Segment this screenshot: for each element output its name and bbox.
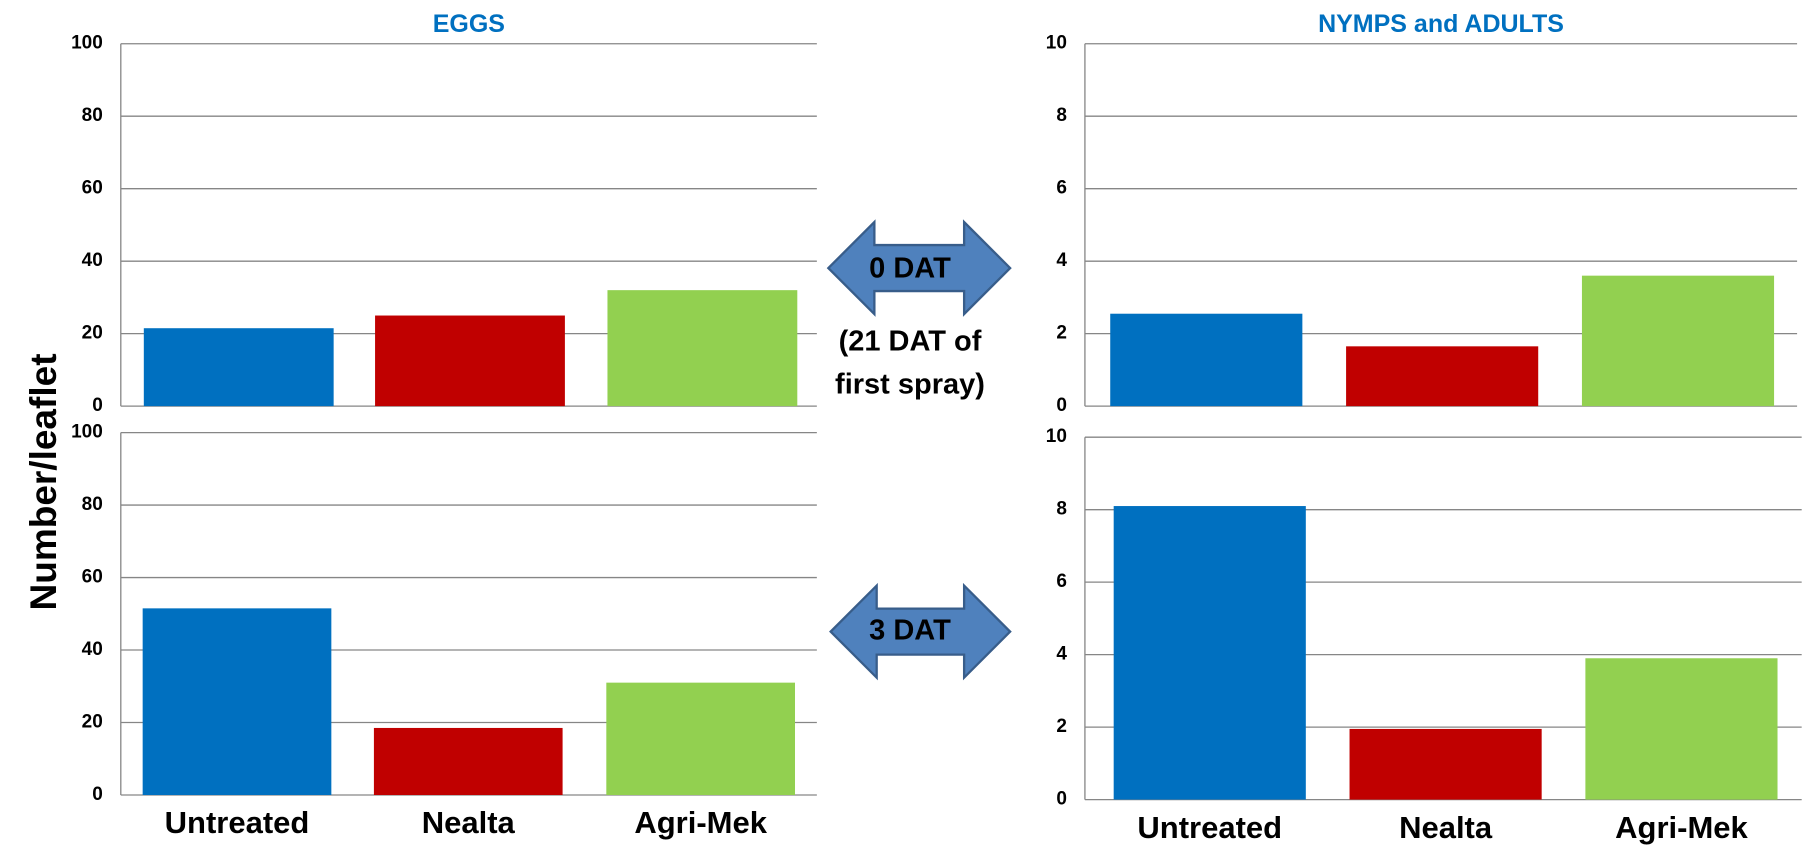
y-tick-label: 0 (92, 395, 103, 416)
x-tick-label: Untreated (165, 805, 310, 840)
y-tick-label: 40 (82, 639, 103, 660)
bar (606, 682, 795, 795)
y-tick-label: 20 (82, 712, 103, 733)
y-tick-label: 100 (71, 33, 103, 54)
y-tick-label: 80 (82, 494, 103, 515)
double-arrow (829, 582, 1012, 681)
x-tick-label: Agri-Mek (1615, 810, 1748, 845)
y-tick-label: 0 (1056, 395, 1067, 416)
bar (373, 727, 563, 795)
y-tick-label: 4 (1056, 250, 1067, 271)
arrows (826, 219, 1012, 681)
bar (1585, 658, 1778, 800)
y-tick-label: 40 (82, 250, 103, 271)
chart-title: NYMPS and ADULTS (1318, 10, 1564, 38)
bar (1110, 313, 1303, 407)
y-tick-label: 10 (1046, 33, 1067, 54)
y-axis-label: Number/leaflet (23, 353, 64, 610)
chart-title: EGGS (433, 10, 505, 38)
y-tick-label: 0 (92, 784, 103, 805)
y-tick-label: 10 (1046, 426, 1067, 447)
annotation: 3 DAT (869, 615, 951, 647)
y-tick-label: 6 (1056, 571, 1067, 592)
y-tick-label: 6 (1056, 178, 1067, 199)
y-tick-label: 20 (82, 323, 103, 344)
y-tick-label: 8 (1056, 105, 1067, 126)
y-tick-label: 8 (1056, 499, 1067, 520)
double-arrow (826, 219, 1012, 317)
x-tick-label: Nealta (422, 805, 516, 840)
y-tick-label: 80 (82, 105, 103, 126)
x-tick-label: Nealta (1399, 810, 1493, 845)
bar (1113, 506, 1306, 800)
x-tick-label: Agri-Mek (634, 805, 767, 840)
bar (142, 608, 332, 795)
y-tick-label: 60 (82, 567, 103, 588)
y-tick-label: 2 (1056, 323, 1067, 344)
y-tick-label: 2 (1056, 716, 1067, 737)
y-tick-label: 0 (1056, 789, 1067, 810)
y-tick-label: 100 (71, 422, 103, 443)
bar (1346, 346, 1539, 407)
bar (375, 315, 565, 407)
bar (607, 290, 798, 407)
bar (1581, 275, 1775, 407)
annotation: (21 DAT of (839, 326, 982, 358)
annotation: first spray) (835, 369, 985, 401)
annotation: 0 DAT (869, 253, 951, 285)
y-tick-label: 4 (1056, 644, 1067, 665)
bar (1349, 728, 1542, 800)
y-tick-label: 60 (82, 178, 103, 199)
bar (143, 328, 334, 407)
x-tick-label: Untreated (1137, 810, 1282, 845)
